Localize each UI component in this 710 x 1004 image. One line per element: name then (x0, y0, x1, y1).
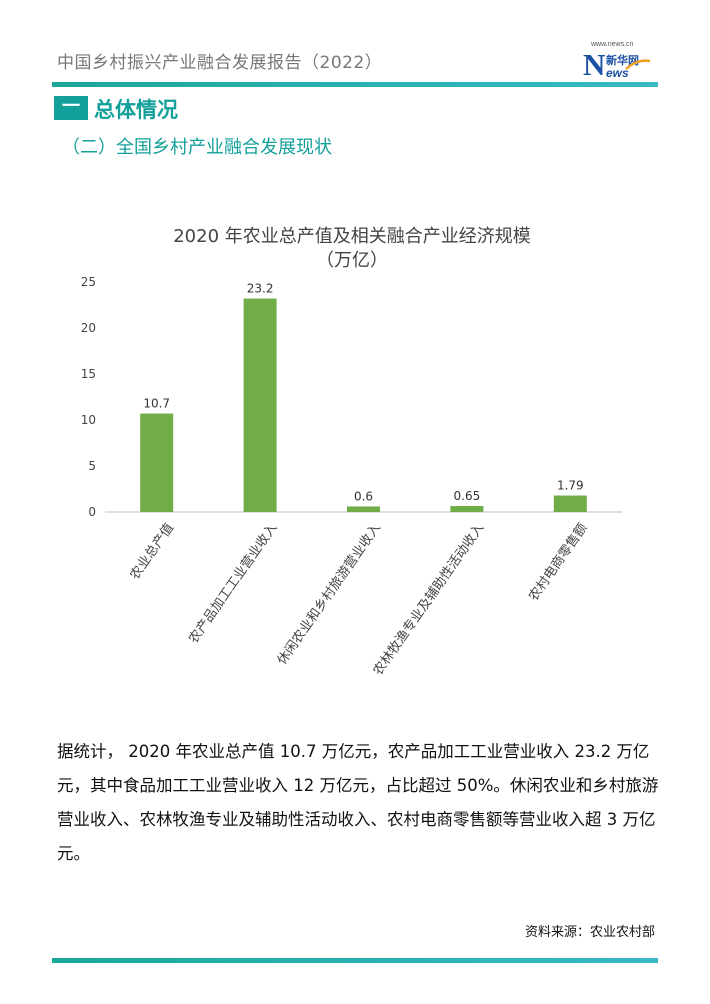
bar-group: 10.7 23.2 0.6 0.65 1.79 (140, 282, 587, 512)
section-number: 一 (62, 96, 80, 117)
bar-chart: 2020 年农业总产值及相关融合产业经济规模 （万亿） 0 5 10 15 20 25 1… (81, 226, 622, 678)
bar-value-label: 0.65 (454, 489, 481, 503)
bar-value-label: 23.2 (247, 282, 274, 296)
logo-suffix: ews (606, 66, 629, 80)
y-tick-label: 0 (88, 505, 96, 519)
source-note: 资料来源：农业农村部 (524, 925, 655, 940)
bar-value-label: 10.7 (143, 397, 170, 411)
section-number-badge: 一 (54, 96, 88, 120)
logo-chinese: 新华网 (606, 54, 639, 67)
bar (140, 413, 174, 512)
x-category-label: 农产品加工工业营业收入 (186, 521, 280, 647)
xinhua-logo: www.news.cn N 新华网 ews (583, 41, 653, 81)
top-divider (52, 82, 658, 87)
x-category-label: 农林牧渔专业及辅助性活动收入 (371, 521, 488, 679)
y-tick-label: 10 (81, 413, 96, 427)
logo-swoosh-icon (625, 59, 651, 70)
chart-title: 2020 年农业总产值及相关融合产业经济规模 (173, 226, 531, 247)
x-category-label: 农业总产值 (127, 520, 177, 582)
chart-subtitle: （万亿） (316, 250, 388, 271)
bar-value-label: 1.79 (557, 479, 584, 493)
subsection-title: （二）全国乡村产业融合发展现状 (62, 137, 332, 158)
bottom-divider (52, 958, 658, 963)
bar (553, 495, 587, 512)
y-tick-label: 25 (81, 275, 96, 289)
x-category-label: 农村电商零售额 (525, 520, 590, 604)
bar (243, 298, 277, 512)
y-tick-label: 20 (81, 321, 96, 335)
y-tick-label: 5 (88, 459, 96, 473)
x-axis-labels: 农业总产值 农产品加工工业营业收入休闲农业和乡村旅游营业收入农林牧渔专业及辅助性活… (127, 520, 591, 678)
body-paragraph: 据统计， 2020 年农业总产值 10.7 万亿元，农产品加工工业营业收入 23… (57, 742, 659, 863)
y-tick-label: 15 (81, 367, 96, 381)
section-title: 总体情况 (94, 98, 178, 122)
logo-url-text: www.news.cn (591, 41, 634, 48)
bar (347, 506, 380, 512)
bar-value-label: 0.6 (354, 489, 373, 503)
logo-letter: N (583, 47, 606, 82)
x-category-label: 休闲农业和乡村旅游营业收入 (275, 521, 384, 668)
report-title: 中国乡村振兴产业融合发展报告（2022） (57, 53, 383, 73)
y-axis: 0 5 10 15 20 25 (81, 275, 96, 519)
bar (450, 506, 484, 512)
